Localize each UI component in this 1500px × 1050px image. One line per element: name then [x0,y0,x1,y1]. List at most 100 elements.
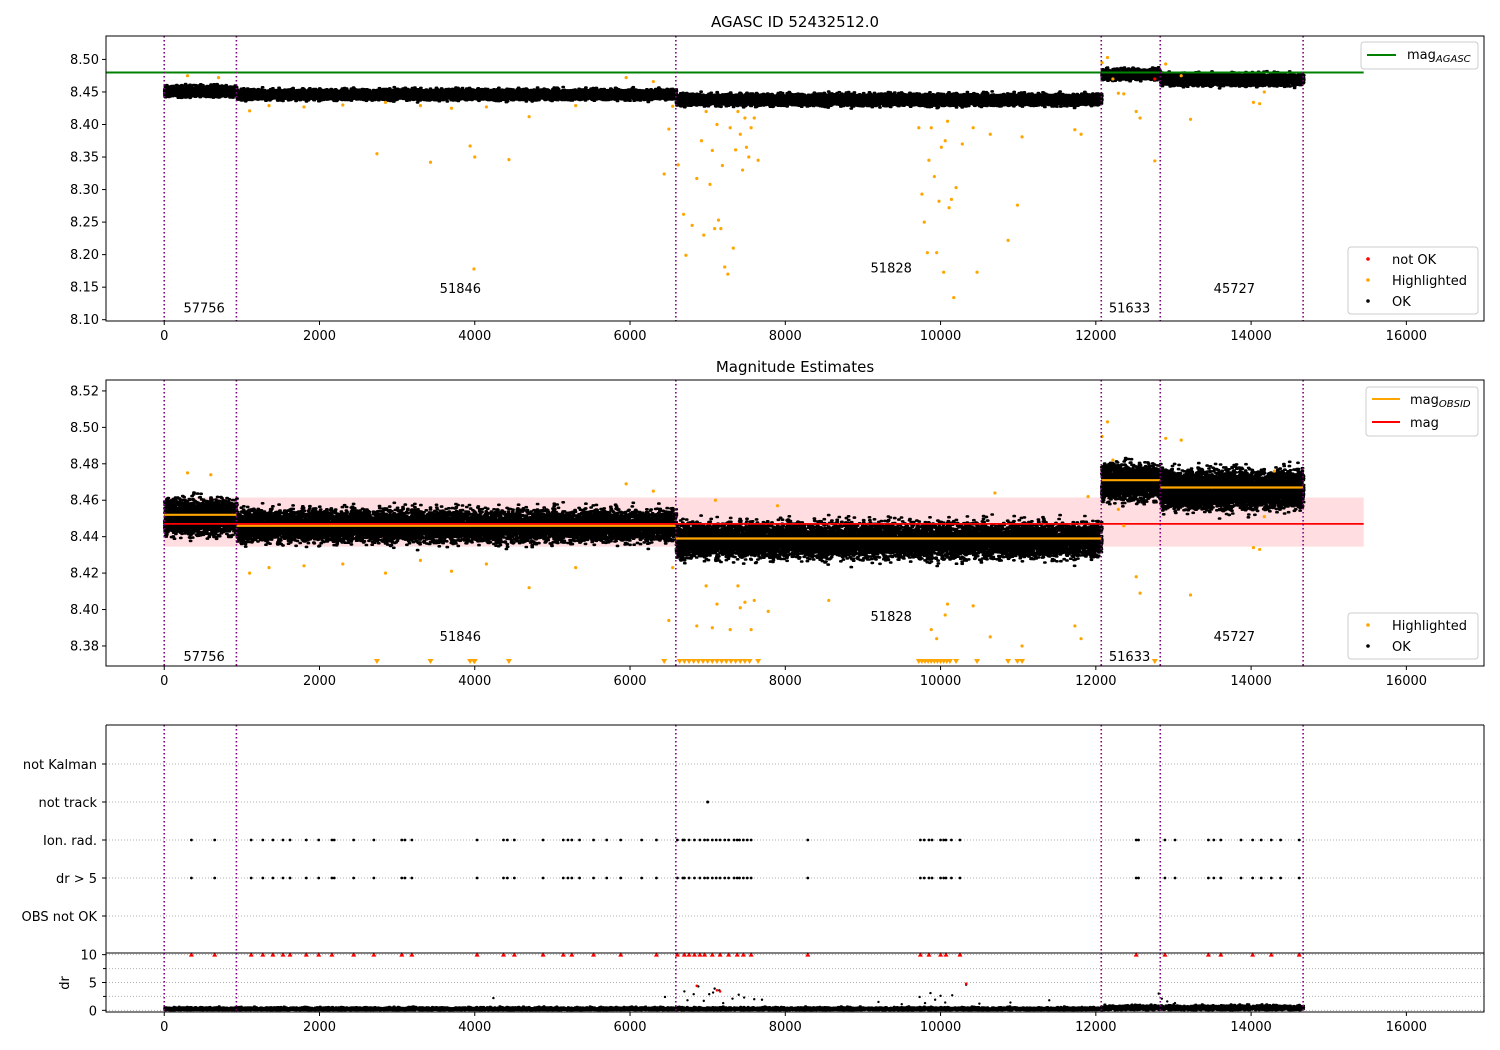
dr-clipped-marker [270,952,276,957]
ion-rad-point [570,838,574,842]
y-tick-label: 8.40 [70,603,99,618]
ion-rad-point [682,838,686,842]
legend-label: OK [1392,295,1411,310]
x-tick-label: 12000 [1075,674,1116,689]
obsid-label: 51846 [440,282,481,297]
category-label: OBS not OK [22,910,98,925]
highlighted-point [1179,438,1183,442]
clipped-marker [1151,659,1158,664]
dr-gt-5-point [738,876,741,880]
dr-clipped-marker [681,952,687,957]
ion-rad-point [410,838,414,842]
highlighted-point [738,606,742,610]
dr-gt-5-point [189,876,193,880]
dr-gt-5-point [541,876,545,880]
highlighted-point [927,158,931,162]
y-tick-label: 8.40 [70,118,99,133]
clipped-marker [676,659,683,664]
highlighted-point [744,145,749,149]
dr-clipped-marker [351,952,357,957]
highlighted-point [1262,90,1266,94]
ion-rad-point [475,838,479,842]
ion-rad-point [939,838,942,842]
highlighted-point [708,182,712,186]
legend-marker [1366,278,1370,282]
ion-rad-point [332,838,336,842]
x-tick-label: 12000 [1075,1020,1116,1035]
dr-gt-5-point [1279,876,1282,880]
highlighted-point [302,564,306,568]
highlighted-point [375,152,379,156]
legend-label: OK [1392,640,1411,655]
dr-point [923,1001,927,1005]
y-tick-label: 8.52 [70,384,99,399]
axes-frame [105,379,1485,667]
ion-rad-point [249,838,253,842]
highlighted-point [1073,624,1077,628]
obsid-label: 51828 [871,262,912,277]
highlighted-point [723,265,727,269]
highlighted-point [710,626,714,630]
dr-gt-5-point [723,876,727,880]
clipped-marker [505,659,512,664]
ion-rad-point [655,838,658,842]
highlighted-point [929,126,933,130]
dr-clipped-marker [188,952,194,957]
highlighted-point [1006,238,1010,242]
clipped-marker [681,659,688,664]
dr-point [737,993,740,996]
dr-point-cloud [163,1005,1104,1012]
highlighted-point [671,566,675,570]
highlighted-point [945,119,950,123]
highlighted-point [667,127,671,131]
dr-point [683,990,686,993]
x-tick-label: 2000 [303,329,336,344]
dr-clipped-marker [329,952,335,957]
highlighted-point [484,562,489,566]
highlighted-point [341,562,345,566]
dr-gt-5-point [502,876,505,880]
x-tick-label: 14000 [1230,1020,1271,1035]
highlighted-point [1073,128,1077,132]
x-tick-label: 16000 [1386,1020,1427,1035]
highlighted-point [1258,102,1262,106]
highlighted-point [716,218,721,222]
dr-clipped-marker [316,952,322,957]
dr-gt-5-point [918,876,922,880]
ion-rad-point [703,838,706,842]
ion-rad-point [1207,838,1210,842]
highlighted-point [935,637,939,641]
y-tick-label: 8.44 [70,530,99,545]
ion-rad-point [330,838,334,842]
legend-box [1347,612,1479,660]
dr-gt-5-point [749,876,753,880]
dr-clipped-marker [917,952,923,957]
highlighted-point [624,76,628,80]
dr-point [1048,999,1051,1002]
dr-point [939,994,942,998]
dr-point [686,999,689,1002]
clipped-marker [737,659,744,664]
dr-gt-5-point [1239,876,1243,880]
highlighted-point [1079,132,1083,136]
obsid-label: 57756 [183,301,224,316]
dr-clipped-marker [726,952,732,957]
dr-gt-5-point [1137,876,1140,880]
category-label: not track [38,796,97,811]
legend-marker [1366,257,1370,261]
ion-rad-point [640,838,644,842]
dr-clipped-marker [1296,952,1302,957]
dr-gt-5-point [619,876,623,880]
highlighted-point [728,627,732,632]
highlighted-point [1262,515,1266,519]
highlighted-point [949,197,954,201]
dr-gt-5-point [930,876,934,880]
dr-clipped-marker [1162,952,1168,957]
dr-clipped-marker [260,952,266,957]
dr-gt-5-point [605,876,609,880]
dr-point [1157,992,1160,995]
dr-gt-5-point [698,876,702,880]
dr-gt-5-point [640,876,644,880]
dr-clipped-marker [805,952,811,957]
y-tick-label: 8.25 [70,216,99,231]
